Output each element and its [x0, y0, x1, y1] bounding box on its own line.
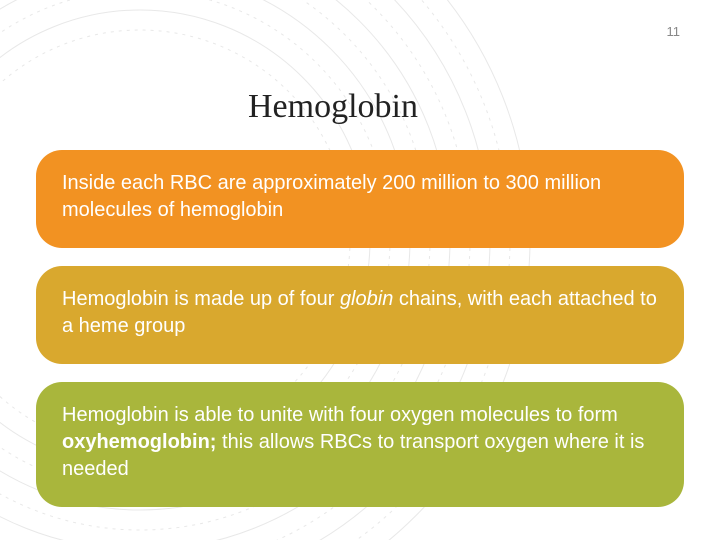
info-card: Hemoglobin is able to unite with four ox…	[36, 382, 684, 507]
page-number: 11	[667, 24, 681, 39]
info-card: Hemoglobin is made up of four globin cha…	[36, 266, 684, 364]
info-card: Inside each RBC are approximately 200 mi…	[36, 150, 684, 248]
cards-container: Inside each RBC are approximately 200 mi…	[36, 150, 684, 525]
slide-title: Hemoglobin	[248, 88, 418, 126]
